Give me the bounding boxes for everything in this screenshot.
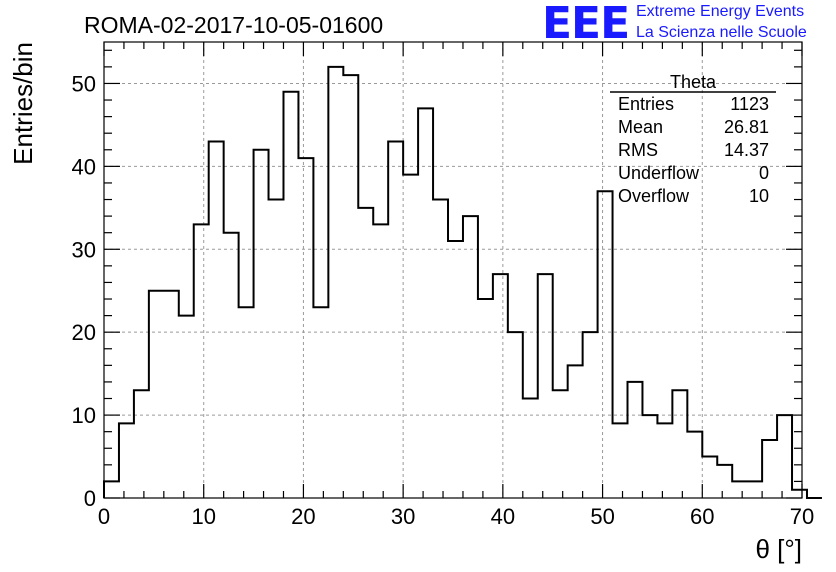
y-axis-label: Entries/bin (8, 42, 38, 165)
stats-value: 14.37 (724, 140, 769, 160)
grid (104, 42, 802, 498)
x-tick-label: 50 (590, 504, 614, 529)
logo-line-2: La Scienza nelle Scuole (636, 24, 807, 41)
stats-value: 0 (759, 163, 769, 183)
histogram-series (103, 65, 822, 499)
y-tick-label: 0 (84, 486, 96, 511)
x-tick-label: 70 (790, 504, 814, 529)
stats-value: 10 (749, 186, 769, 206)
x-tick-label: 0 (98, 504, 110, 529)
x-tick-label: 60 (690, 504, 714, 529)
y-tick-label: 50 (72, 71, 96, 96)
x-tick-label: 20 (291, 504, 315, 529)
stats-value: 1123 (730, 94, 769, 114)
stats-label: RMS (618, 140, 658, 160)
stats-title: Theta (670, 72, 717, 92)
y-tick-label: 20 (72, 320, 96, 345)
stats-box: Theta Entries 1123 Mean 26.81 RMS 14.37 Underf… (610, 72, 776, 206)
tick-labels: 0 10 20 30 40 50 60 70 0 10 20 30 40 50 (72, 71, 815, 529)
stats-label: Overflow (618, 186, 690, 206)
stats-label: Underflow (618, 163, 700, 183)
stats-label: Mean (618, 117, 663, 137)
x-tick-label: 10 (191, 504, 215, 529)
x-tick-label: 30 (391, 504, 415, 529)
stats-value: 26.81 (724, 117, 769, 137)
x-tick-label: 40 (491, 504, 515, 529)
x-axis-label: θ [°] (755, 534, 802, 564)
y-tick-label: 40 (72, 154, 96, 179)
y-tick-label: 10 (72, 403, 96, 428)
chart-title: ROMA-02-2017-10-05-01600 (84, 12, 383, 38)
stats-label: Entries (618, 94, 674, 114)
plot-frame (103, 41, 803, 499)
stats-rows: Entries 1123 Mean 26.81 RMS 14.37 Underflow 0 Ov… (618, 94, 769, 206)
eee-logo-mark: EEE (542, 0, 630, 49)
axis-ticks (103, 42, 803, 499)
logo-line-1: Extreme Energy Events (636, 3, 805, 20)
y-tick-label: 30 (72, 237, 96, 262)
